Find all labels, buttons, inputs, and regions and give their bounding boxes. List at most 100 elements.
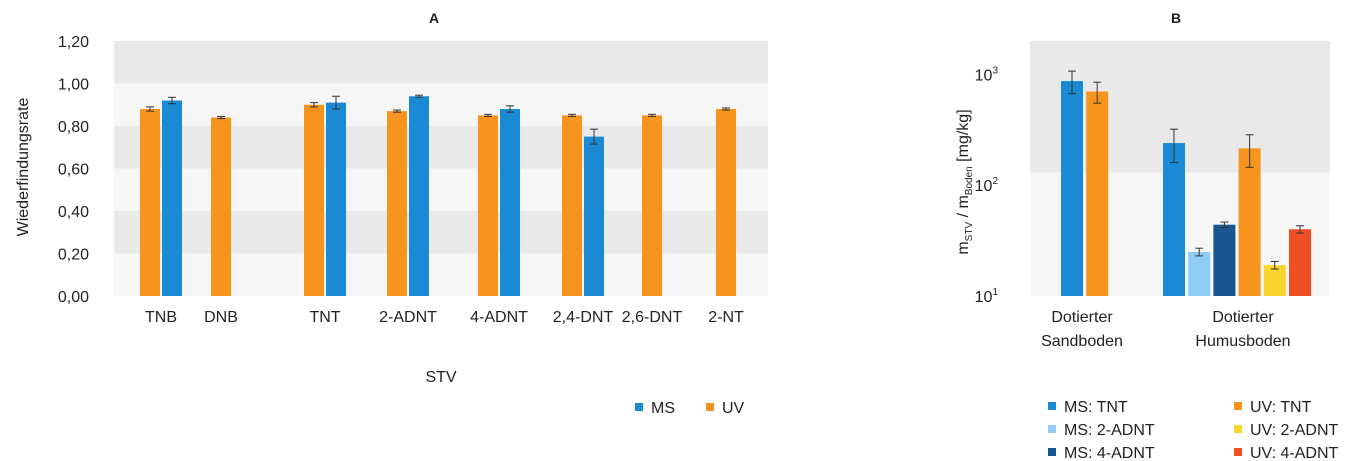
chart-b-legend-label: UV: 2-ADNT (1250, 422, 1339, 439)
chart-a-bars (140, 94, 736, 296)
chart-a-title: A (429, 10, 439, 26)
chart-b-bar (1086, 91, 1109, 296)
chart-a: A Wiederfindungsrate 0,00 0,20 0,40 0,60 0,8… (15, 10, 768, 417)
chart-a-bar-ms (409, 96, 429, 296)
chart-a-bar-uv (387, 111, 407, 296)
chart-b-ytick-base: 10 (975, 178, 993, 195)
chart-a-error-bar (415, 94, 423, 98)
chart-a-bar-uv (211, 117, 231, 296)
chart-a-ytick-label: 0,60 (58, 162, 89, 179)
chart-a-error-bar (146, 106, 154, 112)
chart-a-band (114, 41, 768, 84)
chart-a-legend: MS UV (635, 400, 745, 417)
chart-a-error-bar (648, 113, 656, 117)
chart-a-bar-uv (304, 104, 324, 296)
chart-b-group-label: Sandboden (1041, 333, 1123, 350)
chart-a-ytick-label: 0,20 (58, 247, 89, 264)
chart-a-error-bar (484, 113, 492, 117)
chart-b-bar (1163, 143, 1185, 296)
chart-a-y-ticks: 0,00 0,20 0,40 0,60 0,80 1,00 1,20 (58, 34, 89, 306)
chart-b-legend-label: MS: 2-ADNT (1064, 422, 1155, 439)
chart-a-legend-swatch (706, 403, 714, 411)
chart-a-bar-ms (500, 109, 520, 296)
chart-a-bar-uv (716, 109, 736, 296)
chart-b-legend-swatch (1048, 402, 1056, 410)
chart-a-error-bar (506, 105, 514, 113)
chart-b-ytick-exp: 1 (992, 287, 998, 298)
chart-a-bar-ms (326, 102, 346, 296)
chart-a-x-ticks: TNB DNB TNT 2-ADNT 4-ADNT 2,4-DNT 2,6-DNT 2-NT (145, 309, 744, 326)
chart-a-bar-ms (162, 100, 182, 296)
chart-a-ytick-label: 0,00 (58, 289, 89, 306)
chart-b-bar (1238, 148, 1261, 296)
chart-b-legend-label: MS: TNT (1064, 399, 1128, 416)
chart-a-xtick-label: 2-ADNT (379, 309, 437, 326)
chart-b-ylabel-sub2: Boden (964, 166, 975, 195)
chart-b-ylabel-main: m (955, 241, 972, 254)
chart-b-ytick-base: 10 (975, 289, 993, 306)
chart-a-xtick-label: TNT (309, 309, 340, 326)
chart-a-legend-label: UV (722, 400, 745, 417)
chart-a-xlabel: STV (425, 369, 456, 386)
chart-b-error-bar (1270, 260, 1279, 270)
chart-a-bar-uv (562, 115, 582, 296)
chart-b-legend-swatch (1048, 448, 1056, 456)
chart-b-ytick-label: 103 (975, 65, 999, 84)
chart-a-xtick-label: DNB (204, 309, 238, 326)
chart-a-bar-ms (584, 136, 604, 296)
chart-a-xtick-label: 4-ADNT (470, 309, 528, 326)
chart-b-bars (1061, 70, 1311, 297)
chart-a-bar-uv (642, 115, 662, 296)
chart-a-ytick-label: 0,40 (58, 204, 89, 221)
chart-b-bar (1213, 224, 1236, 296)
chart-a-error-bar (310, 102, 318, 108)
chart-b-legend-label: UV: TNT (1250, 399, 1312, 416)
chart-b-ylabel-unit: [mg/kg] (955, 109, 972, 166)
chart-b-bar (1061, 81, 1083, 297)
chart-b-ylabel-mid: / m (955, 195, 972, 222)
chart-b-error-bar (1093, 81, 1102, 104)
chart-a-error-bar (168, 96, 176, 105)
chart-b-error-bar (1296, 225, 1304, 234)
chart-b-ytick-exp: 3 (992, 65, 998, 76)
chart-b-group-label: Humusboden (1195, 333, 1290, 350)
chart-b-bar (1289, 229, 1311, 296)
chart-a-ytick-label: 1,00 (58, 77, 89, 94)
chart-a-error-bar (217, 115, 225, 120)
chart-b-ylabel: mSTV / mBoden [mg/kg] (955, 109, 975, 254)
chart-a-xtick-label: TNB (145, 309, 177, 326)
chart-b-ytick-label: 101 (975, 287, 999, 306)
chart-b-group-label: Dotierter (1051, 309, 1113, 326)
chart-a-xtick-label: 2,6-DNT (622, 309, 683, 326)
chart-b-legend: MS: TNT UV: TNT MS: 2-ADNT UV: 2-ADNT MS: 4-… (1048, 399, 1339, 461)
chart-a-error-bar (590, 128, 598, 145)
chart-a-error-bar (722, 107, 730, 111)
chart-b-ylabel-sub1: STV (964, 222, 975, 242)
chart-a-error-bar (393, 109, 401, 113)
chart-b-x-ticks: Dotierter Sandboden Dotierter Humusboden (1041, 309, 1291, 350)
chart-a-legend-swatch (635, 403, 643, 411)
chart-a-ylabel: Wiederfindungsrate (15, 98, 32, 237)
chart-b-ytick-base: 10 (975, 67, 993, 84)
chart-b-group-label: Dotierter (1212, 309, 1274, 326)
chart-b-error-bar (1170, 128, 1178, 164)
chart-a-xtick-label: 2,4-DNT (553, 309, 614, 326)
chart-a-bar-uv (478, 115, 498, 296)
chart-b-ytick-exp: 2 (992, 176, 998, 187)
chart-b-bar (1263, 265, 1286, 296)
chart-a-bar-uv (140, 109, 160, 296)
chart-b-legend-label: UV: 4-ADNT (1250, 445, 1339, 461)
chart-a-error-bar (332, 95, 340, 110)
chart-a-error-bar (568, 113, 576, 117)
chart-b-legend-swatch (1048, 425, 1056, 433)
chart-b-legend-label: MS: 4-ADNT (1064, 445, 1155, 461)
chart-b-bar (1188, 251, 1211, 296)
chart-b-legend-swatch (1234, 425, 1242, 433)
chart-b-ytick-label: 102 (975, 176, 999, 195)
chart-a-ytick-label: 1,20 (58, 34, 89, 51)
chart-a-xtick-label: 2-NT (708, 309, 744, 326)
chart-b-error-bar (1220, 221, 1229, 229)
